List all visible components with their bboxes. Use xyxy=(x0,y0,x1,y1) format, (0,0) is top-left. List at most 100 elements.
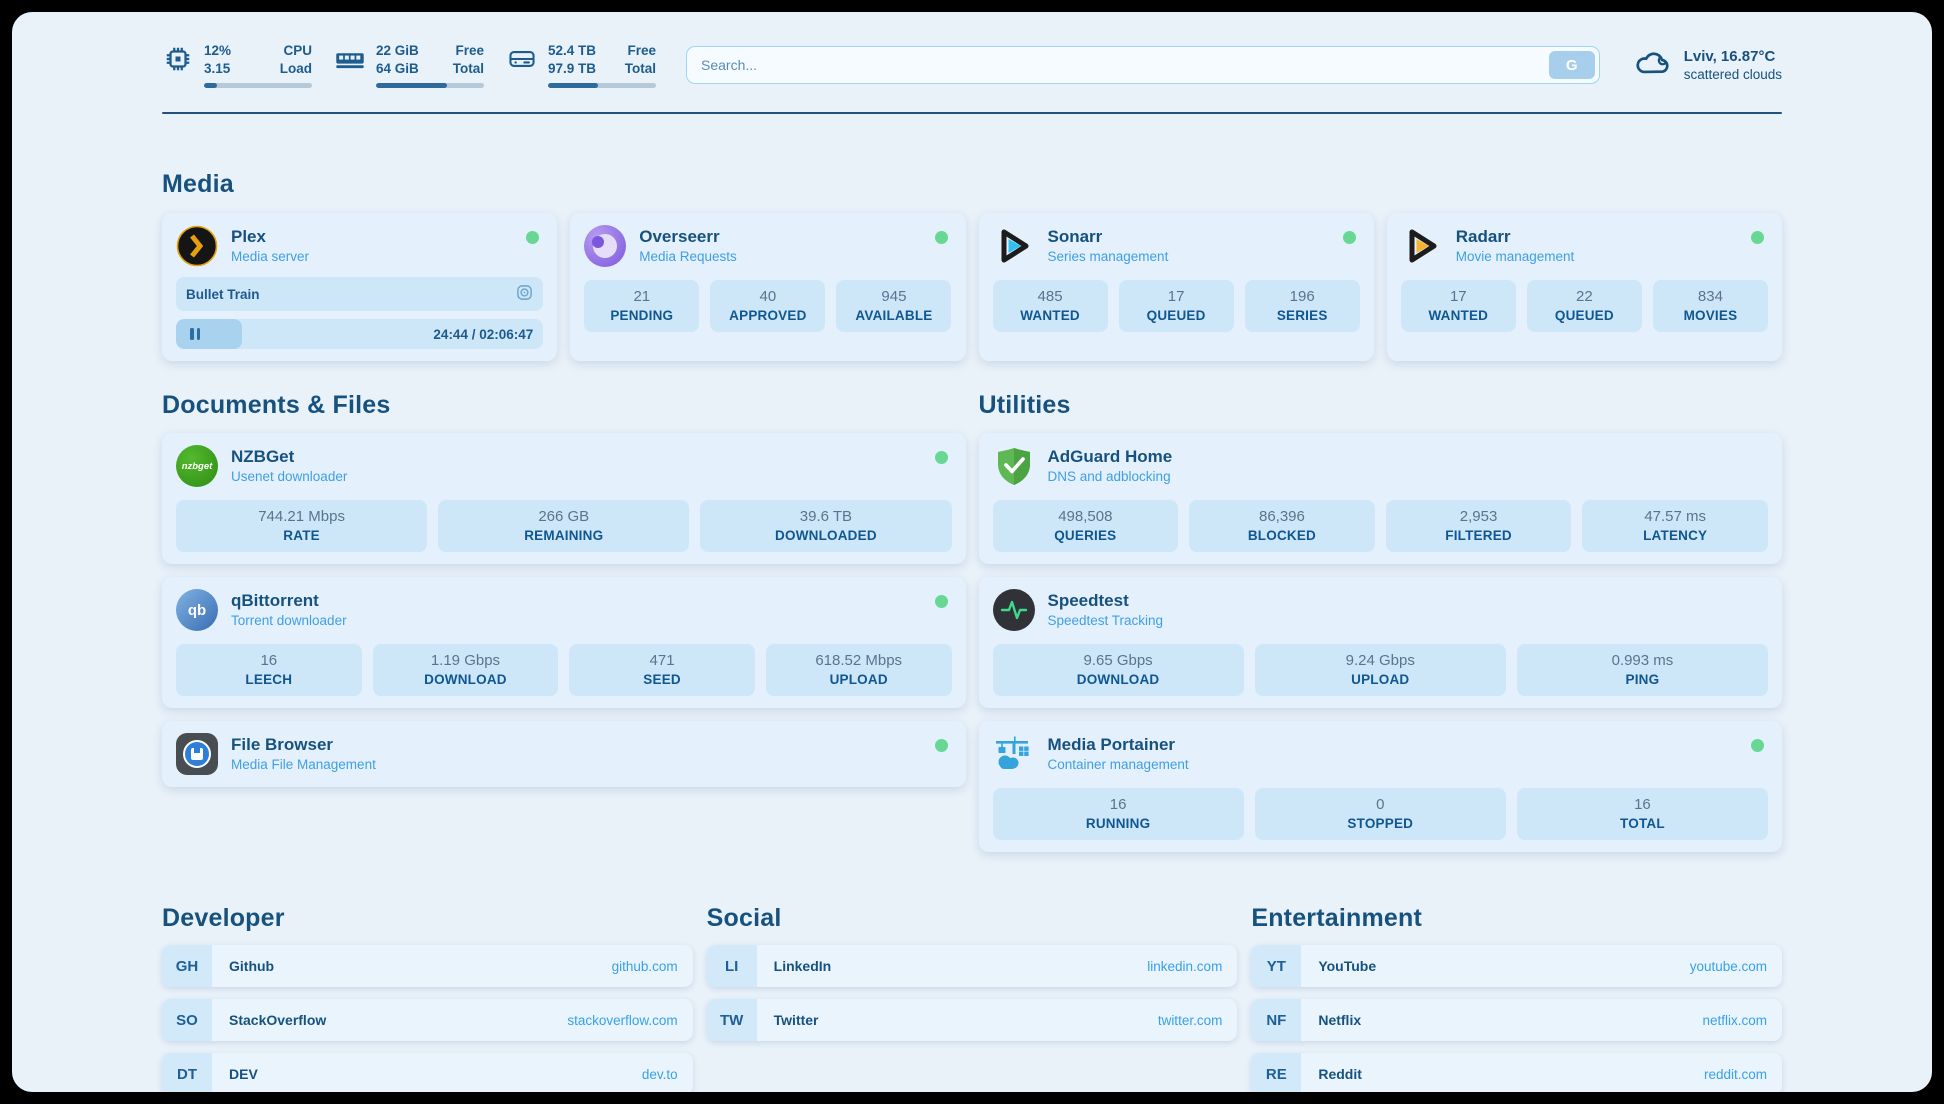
stat-tile: 196 SERIES xyxy=(1244,280,1360,333)
app-card-radarr[interactable]: Radarr Movie management 17 WANTED 22 QUE… xyxy=(1386,213,1782,362)
bookmark-github[interactable]: GH Github github.com xyxy=(162,945,693,988)
filebrowser-icon xyxy=(176,733,218,776)
social-column: Social LI LinkedIn linkedin.com TW Twitt… xyxy=(706,904,1238,1092)
now-playing-row: Bullet Train xyxy=(176,277,544,312)
bookmarks-section: Developer GH Github github.com SO StackO… xyxy=(162,904,1782,1092)
qbittorrent-icon: qb xyxy=(176,589,218,632)
bookmark-url: github.com xyxy=(611,958,678,974)
bookmark-name: Twitter xyxy=(773,1012,819,1029)
bookmark-abbr: TW xyxy=(706,999,757,1042)
section-title-social: Social xyxy=(706,904,782,933)
stat-label: AVAILABLE xyxy=(855,308,933,324)
bookmark-abbr: DT xyxy=(162,1053,212,1092)
disk-total-value: 97.9 TB xyxy=(548,60,597,76)
stat-value: 485 xyxy=(1037,288,1063,306)
status-online-dot xyxy=(934,231,948,245)
stat-value: 2,953 xyxy=(1459,508,1498,526)
bookmark-url: linkedin.com xyxy=(1147,958,1223,974)
app-name: Sonarr xyxy=(1047,227,1103,247)
bookmark-reddit[interactable]: RE Reddit reddit.com xyxy=(1251,1053,1782,1092)
bookmark-netflix[interactable]: NF Netflix netflix.com xyxy=(1251,999,1782,1042)
playback-progress-fill xyxy=(176,319,243,350)
media-options-icon[interactable] xyxy=(516,284,533,304)
stat-tile: 9.24 Gbps UPLOAD xyxy=(1254,644,1506,697)
stat-value: 266 GB xyxy=(538,508,590,526)
stat-value: 744.21 Mbps xyxy=(258,508,345,526)
stat-value: 498,508 xyxy=(1058,508,1113,526)
search-input[interactable] xyxy=(686,46,1600,85)
app-card-plex[interactable]: Plex Media server Bullet Train xyxy=(162,213,558,362)
stat-value: 21 xyxy=(633,288,651,306)
stat-value: 39.6 TB xyxy=(799,508,853,526)
app-card-qbittorrent[interactable]: qb qBittorrent Torrent downloader 16 LEE… xyxy=(162,577,966,709)
stat-label: STOPPED xyxy=(1347,816,1414,832)
speedtest-icon xyxy=(992,589,1035,632)
status-online-dot xyxy=(934,739,948,753)
stat-label: FILTERED xyxy=(1445,528,1512,544)
search-engine-button[interactable]: G xyxy=(1548,51,1595,80)
stat-label: PING xyxy=(1625,672,1660,688)
app-card-nzbget[interactable]: nzbget NZBGet Usenet downloader 744.21 M… xyxy=(162,433,966,565)
adguard-icon xyxy=(993,445,1035,487)
app-card-portainer[interactable]: Media Portainer Container management 16 … xyxy=(978,721,1782,853)
stat-label: DOWNLOAD xyxy=(424,672,507,688)
stat-tile: 0 STOPPED xyxy=(1254,788,1506,841)
media-section: Plex Media server Bullet Train xyxy=(162,213,1782,362)
stat-tile: 266 GB REMAINING xyxy=(438,500,690,553)
status-online-dot xyxy=(1751,739,1764,753)
app-name: Radarr xyxy=(1455,227,1511,247)
app-card-overseerr[interactable]: Overseerr Media Requests 21 PENDING 40 A… xyxy=(570,213,966,362)
stat-tile: 498,508 QUERIES xyxy=(992,500,1179,553)
bookmark-abbr: LI xyxy=(706,945,757,988)
bookmark-twitter[interactable]: TW Twitter twitter.com xyxy=(706,999,1238,1042)
section-title-documents: Documents & Files xyxy=(162,391,391,420)
stat-label: DOWNLOAD xyxy=(1076,672,1160,688)
status-online-dot xyxy=(1751,231,1764,245)
app-card-speedtest[interactable]: Speedtest Speedtest Tracking 9.65 Gbps D… xyxy=(978,577,1782,709)
stat-tile: 86,396 BLOCKED xyxy=(1189,500,1375,553)
stat-label: QUEUED xyxy=(1146,308,1206,324)
disk-total-label: Total xyxy=(624,60,656,76)
stat-value: 17 xyxy=(1449,288,1467,306)
app-card-filebrowser[interactable]: File Browser Media File Management xyxy=(162,721,966,788)
stat-tile: 16 RUNNING xyxy=(992,788,1244,841)
developer-column: Developer GH Github github.com SO StackO… xyxy=(162,904,693,1092)
stat-tile: 744.21 Mbps RATE xyxy=(176,500,428,553)
stat-label: MOVIES xyxy=(1683,308,1738,324)
stat-value: 16 xyxy=(1634,796,1651,814)
bookmark-abbr: GH xyxy=(162,945,212,988)
stat-label: SERIES xyxy=(1276,308,1328,324)
stat-value: 40 xyxy=(759,288,777,306)
ram-free-value: 22 GiB xyxy=(376,43,419,58)
app-card-adguard[interactable]: AdGuard Home DNS and adblocking 498,508 … xyxy=(978,433,1782,565)
app-name: Plex xyxy=(231,227,266,247)
cpu-progress-track xyxy=(204,83,312,89)
stat-tile: 21 PENDING xyxy=(584,280,700,333)
app-description: Movie management xyxy=(1455,249,1575,265)
stat-label: QUEUED xyxy=(1554,308,1614,324)
ram-stat-widget: 22 GiB 64 GiB Free Total xyxy=(334,42,484,89)
middle-columns: Documents & Files nzbget NZBGet Usenet d… xyxy=(162,391,1782,853)
app-card-sonarr[interactable]: Sonarr Series management 485 WANTED 17 Q… xyxy=(978,213,1374,362)
bookmark-linkedin[interactable]: LI LinkedIn linkedin.com xyxy=(706,945,1238,988)
stat-label: WANTED xyxy=(1020,308,1080,324)
stat-tile: 16 TOTAL xyxy=(1516,788,1769,841)
stat-label: LEECH xyxy=(245,672,293,688)
stat-label: PENDING xyxy=(610,308,674,324)
stat-label: WANTED xyxy=(1428,308,1489,324)
ram-free-label: Free xyxy=(455,43,484,58)
stat-value: 9.65 Gbps xyxy=(1083,652,1153,670)
status-online-dot xyxy=(934,451,948,465)
ram-total-value: 64 GiB xyxy=(376,60,419,76)
header-bar: 12% 3.15 CPU Load xyxy=(162,42,1782,89)
bookmark-stackoverflow[interactable]: SO StackOverflow stackoverflow.com xyxy=(162,999,693,1042)
bookmark-dev[interactable]: DT DEV dev.to xyxy=(162,1053,693,1092)
stat-tile: 39.6 TB DOWNLOADED xyxy=(700,500,952,553)
stat-value: 0.993 ms xyxy=(1611,652,1674,670)
bookmark-youtube[interactable]: YT YouTube youtube.com xyxy=(1251,945,1782,988)
plex-icon xyxy=(176,225,218,267)
stat-value: 0 xyxy=(1376,796,1385,814)
weather-condition: scattered clouds xyxy=(1683,67,1782,83)
bookmark-name: Reddit xyxy=(1318,1066,1362,1083)
